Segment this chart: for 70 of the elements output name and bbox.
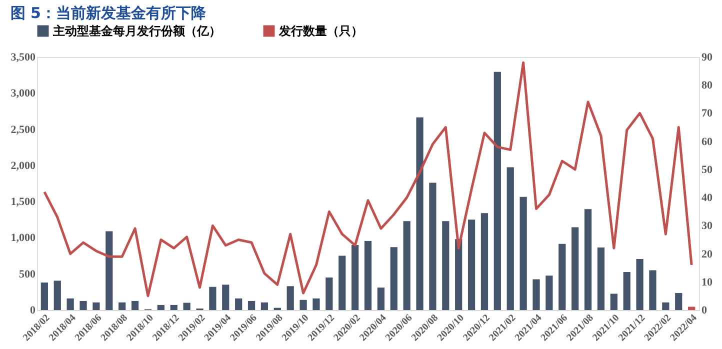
y-tick-label: 0 — [30, 304, 36, 316]
bar — [300, 300, 307, 310]
y-tick-label: 2,500 — [10, 124, 36, 136]
y2-tick-label: 60 — [702, 136, 713, 148]
bar — [390, 247, 398, 310]
bar — [675, 293, 682, 310]
bar — [235, 298, 242, 310]
bar — [222, 284, 230, 310]
y2-tick-label: 50 — [702, 164, 713, 176]
y-tick-label: 1,000 — [10, 232, 36, 244]
bar — [40, 282, 48, 310]
bar — [377, 288, 384, 310]
bar — [364, 240, 372, 310]
bar — [506, 167, 514, 310]
y2-tick-label: 20 — [702, 248, 713, 260]
bar — [572, 227, 579, 310]
y2-tick-label: 0 — [702, 304, 708, 316]
y-tick-label: 3,500 — [10, 52, 36, 64]
bar — [183, 302, 190, 310]
y2-tick-label: 10 — [702, 276, 713, 288]
bar — [170, 304, 178, 310]
y-tick-label: 1,500 — [10, 196, 36, 208]
bar — [157, 304, 164, 310]
bar — [403, 221, 410, 310]
bar — [352, 244, 359, 310]
bar — [623, 272, 630, 310]
bar — [662, 302, 670, 310]
bar — [649, 270, 656, 310]
bar — [118, 302, 126, 310]
bar — [248, 300, 256, 310]
bar — [558, 244, 566, 310]
y2-tick-label: 80 — [702, 80, 713, 92]
bar — [636, 259, 644, 310]
bar — [429, 182, 436, 310]
bar — [468, 220, 476, 310]
bar — [610, 294, 618, 310]
y2-tick-label: 40 — [702, 192, 713, 204]
bar — [480, 213, 488, 310]
bar — [131, 300, 139, 310]
bar — [209, 286, 216, 310]
line-series — [43, 61, 693, 298]
bar — [520, 196, 527, 310]
bar — [260, 302, 268, 310]
bar — [106, 231, 113, 310]
y-tick-label: 2,000 — [10, 160, 36, 172]
bar — [455, 239, 462, 310]
y2-tick-label: 70 — [702, 108, 713, 120]
y2-tick-label: 90 — [702, 52, 713, 64]
bar — [66, 298, 74, 310]
bar — [584, 209, 592, 310]
bar — [92, 302, 100, 310]
bar — [688, 306, 696, 310]
legend-label: 主动型基金每月发行份额（亿） — [52, 24, 221, 38]
legend-label: 发行数量（只） — [278, 24, 363, 38]
chart-title: 图 5：当前新发基金有所下降 — [10, 4, 207, 22]
y2-tick-label: 30 — [702, 220, 713, 232]
bar — [532, 279, 540, 310]
bar — [312, 298, 320, 310]
bar — [546, 276, 553, 310]
bar — [338, 256, 346, 310]
bar — [54, 280, 61, 310]
bar — [80, 300, 87, 310]
bar — [442, 221, 450, 310]
bar — [597, 247, 605, 310]
bar — [416, 117, 424, 310]
y-tick-label: 500 — [19, 268, 36, 280]
bar — [286, 286, 294, 310]
bar — [326, 277, 333, 310]
bar — [494, 72, 501, 310]
y-tick-label: 3,000 — [10, 88, 36, 100]
